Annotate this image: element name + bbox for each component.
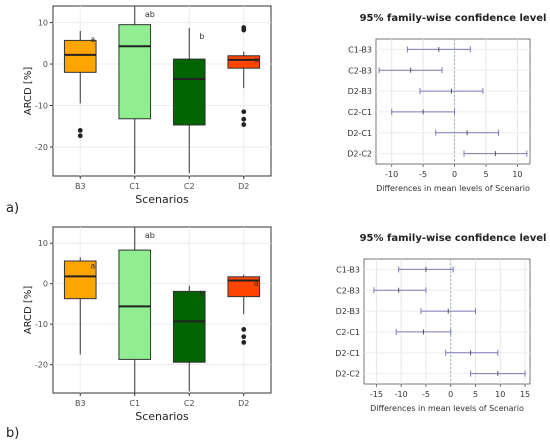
x-tick-label: -10 <box>385 170 398 179</box>
comparison-label: D2-C1 <box>347 129 372 138</box>
outlier-point <box>241 327 247 332</box>
tukey-plot-a: 95% family-wise confidence level -10 -5 0 5 1… <box>347 13 546 193</box>
significance-letter: a <box>254 279 259 288</box>
outlier-point <box>241 122 247 127</box>
x-tick-label: 0 <box>452 170 457 179</box>
outlier-point <box>241 334 247 340</box>
box-b3 <box>63 260 97 300</box>
y-axis-label: ARCD [%] <box>23 286 34 335</box>
chart-title: 95% family-wise confidence level <box>360 13 547 24</box>
x-axis-label: Differences in mean levels of Scenario <box>370 404 524 413</box>
panel-label-a: a) <box>6 201 19 216</box>
outlier-point <box>241 116 247 122</box>
x-tick-label: 5 <box>483 170 488 179</box>
box-c2 <box>172 58 206 126</box>
box-c2 <box>172 290 206 363</box>
significance-letter: ab <box>145 231 155 240</box>
y-tick-label: 10 <box>38 19 48 28</box>
y-tick-label: -10 <box>35 102 48 111</box>
comparison-label: D2-B3 <box>348 87 372 96</box>
box-d2 <box>227 276 261 298</box>
tukey-plot-b: 95% family-wise confidence level -15 -10 -5… <box>335 233 546 413</box>
outlier-point <box>241 109 247 115</box>
x-tick-label: D2 <box>238 182 249 191</box>
box-b3 <box>63 39 97 73</box>
y-tick-label: -20 <box>35 143 48 152</box>
plot-panel <box>363 258 531 385</box>
comparison-label: C1-B3 <box>336 265 360 274</box>
comparison-label: D2-C1 <box>335 349 360 358</box>
x-tick-label: C2 <box>184 399 195 408</box>
box-c1 <box>118 24 152 120</box>
y-axis-label: ARCD [%] <box>23 67 34 116</box>
significance-letter: a <box>90 261 95 270</box>
comparison-label: D2-C2 <box>335 370 360 379</box>
boxplot-a: -20 -10 0 10 a B3 ab C1 b C2 a D2 Scenarios ARCD [%] <box>23 5 272 206</box>
outlier-point <box>241 339 247 345</box>
x-tick-label: 10 <box>495 390 505 399</box>
significance-letter: ab <box>145 10 155 19</box>
x-tick-label: 0 <box>448 390 453 399</box>
significance-letter: b <box>199 32 204 41</box>
x-axis-label: Differences in mean levels of Scenario <box>376 184 530 193</box>
x-axis-label: Scenarios <box>135 410 189 423</box>
comparison-label: C2-C1 <box>336 328 360 337</box>
x-tick-label: B3 <box>75 182 86 191</box>
significance-letter: a <box>254 56 259 65</box>
x-tick-label: D2 <box>238 399 249 408</box>
comparison-label: D2-C2 <box>347 150 372 159</box>
x-tick-label: C1 <box>129 182 140 191</box>
comparison-label: D2-B3 <box>336 307 360 316</box>
x-tick-label: 5 <box>473 390 478 399</box>
x-tick-label: C2 <box>184 182 195 191</box>
box-c1 <box>118 249 152 360</box>
comparison-label: C2-B3 <box>336 286 360 295</box>
comparison-label: C2-B3 <box>348 66 372 75</box>
x-axis-label: Scenarios <box>135 193 189 206</box>
y-tick-label: 10 <box>38 239 48 248</box>
plot-panel <box>52 226 272 394</box>
comparison-label: C2-C1 <box>348 108 372 117</box>
y-tick-label: 0 <box>43 60 48 69</box>
outlier-point <box>77 133 83 139</box>
y-tick-label: 0 <box>43 280 48 289</box>
outlier-point <box>241 25 247 30</box>
x-tick-label: 10 <box>512 170 522 179</box>
plot-panel <box>375 38 531 165</box>
chart-title: 95% family-wise confidence level <box>360 233 547 244</box>
outlier-point <box>77 127 83 133</box>
significance-letter: b <box>199 290 204 299</box>
x-tick-label: -5 <box>422 390 430 399</box>
x-tick-label: -15 <box>370 390 383 399</box>
x-tick-label: -10 <box>395 390 408 399</box>
comparison-label: C1-B3 <box>348 45 372 54</box>
y-tick-label: -10 <box>35 320 48 329</box>
significance-letter: a <box>90 35 95 44</box>
boxplot-b: -20 -10 0 10 a B3 ab C1 b C2 a D2 Scenarios ARCD [%] <box>23 226 272 423</box>
x-tick-label: 15 <box>520 390 530 399</box>
panel-label-b: b) <box>6 426 19 441</box>
x-tick-label: B3 <box>75 399 86 408</box>
x-tick-label: C1 <box>129 399 140 408</box>
x-tick-label: -5 <box>419 170 427 179</box>
plot-panel <box>52 5 272 177</box>
box-d2 <box>227 55 261 69</box>
y-tick-label: -20 <box>35 361 48 370</box>
